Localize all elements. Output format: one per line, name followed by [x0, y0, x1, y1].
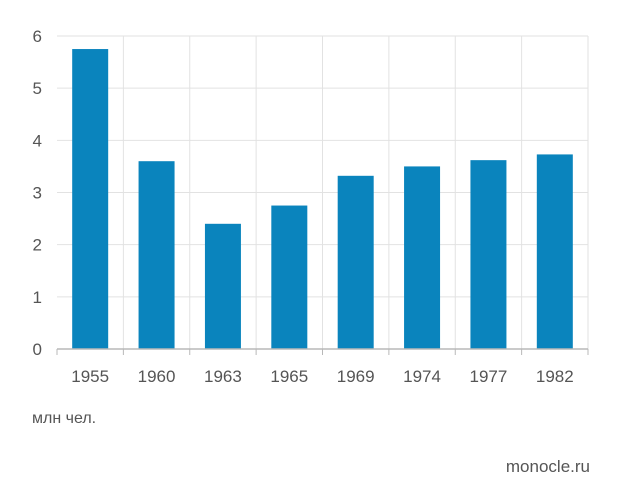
x-tick-label: 1955 — [71, 367, 109, 386]
y-tick-label: 3 — [33, 184, 42, 203]
y-tick-label: 0 — [33, 340, 42, 359]
x-tick-labels: 1955 1960 1963 1965 1969 1974 1977 1982 — [71, 367, 573, 386]
x-tick-label: 1977 — [470, 367, 508, 386]
x-tick-label: 1969 — [337, 367, 375, 386]
y-tick-label: 1 — [33, 288, 42, 307]
x-tick-label: 1965 — [270, 367, 308, 386]
unit-label: млн чел. — [32, 410, 97, 427]
x-tick-label: 1960 — [138, 367, 176, 386]
bar-1963 — [204, 223, 241, 349]
grid-lines — [57, 35, 589, 349]
x-tick-label: 1982 — [536, 367, 574, 386]
axes — [56, 348, 589, 355]
bar-chart: 0 1 2 3 4 5 6 1955 1960 1963 1965 1969 1974 1977 1982 — [33, 27, 589, 386]
bar-1974 — [404, 166, 441, 349]
y-tick-label: 2 — [33, 236, 42, 255]
bar-1965 — [271, 205, 308, 349]
y-tick-label: 4 — [33, 131, 42, 150]
x-tick-label: 1963 — [204, 367, 242, 386]
y-tick-label: 6 — [33, 27, 42, 46]
bars — [72, 49, 573, 350]
bar-1960 — [138, 161, 175, 349]
bar-1955 — [72, 49, 109, 350]
bar-1977 — [470, 160, 507, 349]
bar-1982 — [536, 154, 573, 349]
source-label: monocle.ru — [505, 457, 590, 476]
y-tick-label: 5 — [33, 79, 42, 98]
y-tick-labels: 0 1 2 3 4 5 6 — [33, 27, 42, 359]
x-tick-label: 1974 — [403, 367, 441, 386]
bar-1969 — [337, 175, 374, 349]
